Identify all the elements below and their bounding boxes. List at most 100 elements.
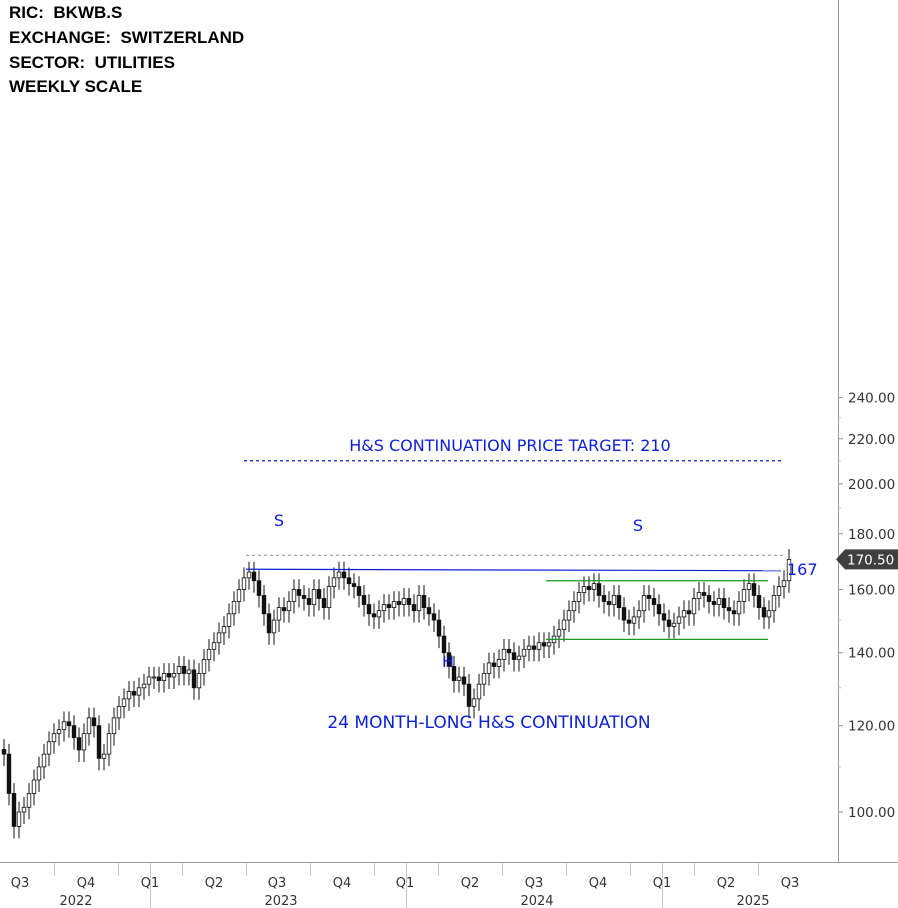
- y-tick-label: 240.00: [848, 391, 895, 407]
- candle: [266, 603, 272, 645]
- candle: [96, 715, 102, 771]
- candle: [541, 632, 547, 658]
- candle-body-up: [636, 610, 642, 618]
- candle: [81, 723, 87, 762]
- candle: [691, 588, 697, 626]
- candle: [346, 567, 352, 596]
- candle-body-down: [756, 595, 762, 609]
- candle: [356, 576, 362, 608]
- candle: [411, 594, 417, 623]
- y-tick-label: 100.00: [848, 805, 895, 821]
- y-tick-label: 120.00: [848, 719, 895, 735]
- candle-body-down: [296, 589, 302, 596]
- candle-body-down: [76, 737, 82, 751]
- candle-body-up: [81, 733, 87, 751]
- candle: [241, 567, 247, 602]
- candle-body-up: [471, 698, 477, 707]
- candle: [191, 659, 197, 700]
- candle: [171, 663, 177, 689]
- candle-body-up: [476, 683, 482, 700]
- candle-body-up: [631, 616, 637, 624]
- candle: [606, 591, 612, 617]
- candle-body-up: [581, 586, 587, 593]
- candle: [516, 645, 522, 672]
- candle: [151, 666, 157, 689]
- candle-body-up: [26, 793, 32, 808]
- y-tick-label: 180.00: [848, 527, 895, 543]
- candle: [36, 756, 42, 792]
- candle: [496, 649, 502, 679]
- candle: [206, 639, 212, 672]
- candle: [256, 570, 262, 608]
- candle-body-up: [106, 733, 112, 755]
- quarter-label: Q1: [396, 876, 415, 891]
- candle-body-up: [641, 595, 647, 612]
- candle-body-down: [491, 662, 497, 667]
- candle: [186, 659, 192, 686]
- candle: [426, 597, 432, 626]
- candle: [86, 707, 92, 746]
- candle-body-up: [126, 691, 132, 700]
- candle: [646, 585, 652, 611]
- candle-body-down: [396, 601, 402, 605]
- candle: [421, 585, 427, 620]
- candle-body-up: [231, 601, 237, 615]
- pattern-description: 24 MONTH-LONG H&S CONTINUATION: [327, 713, 650, 733]
- candle-body-down: [96, 725, 102, 759]
- candle-body-up: [186, 669, 192, 674]
- candle: [741, 579, 747, 614]
- right-shoulder-label: S: [633, 516, 643, 535]
- y-tick-label: 160.00: [848, 583, 895, 599]
- candle-body-up: [576, 592, 582, 602]
- candle-body-up: [676, 616, 682, 624]
- candle: [771, 585, 777, 623]
- candle: [101, 743, 107, 771]
- candle-body-up: [611, 595, 617, 605]
- candle: [471, 688, 477, 719]
- candle: [46, 731, 52, 767]
- year-label: 2024: [520, 894, 553, 908]
- quarter-label: Q4: [77, 876, 96, 891]
- candle: [306, 588, 312, 617]
- candle: [726, 597, 732, 623]
- neckline-label: 167: [787, 560, 818, 579]
- candle: [641, 585, 647, 623]
- candle: [316, 579, 322, 611]
- candle-body-up: [121, 698, 127, 707]
- candle-body-down: [506, 648, 512, 654]
- candle: [696, 582, 702, 611]
- candle-body-up: [456, 676, 462, 681]
- candle-body-down: [346, 577, 352, 585]
- candle-body-down: [251, 571, 257, 582]
- candle: [251, 561, 257, 593]
- candle-body-down: [621, 607, 627, 621]
- candle-body-up: [516, 655, 522, 660]
- candle: [321, 588, 327, 620]
- candle: [631, 606, 637, 636]
- candle-body-up: [36, 766, 42, 781]
- candle-body-up: [691, 598, 697, 615]
- candle: [351, 573, 357, 599]
- candle: [26, 783, 32, 820]
- candle: [526, 635, 532, 662]
- candlestick-series: [1, 549, 792, 839]
- candle-body-up: [736, 601, 742, 615]
- candle: [331, 567, 337, 599]
- candle: [76, 727, 82, 762]
- y-tick-label: 140.00: [848, 646, 895, 662]
- candle-body-up: [771, 595, 777, 612]
- candle-body-up: [271, 619, 277, 634]
- quarter-label: Q2: [717, 876, 736, 891]
- quarter-label: Q3: [525, 876, 544, 891]
- candle-body-up: [146, 676, 152, 685]
- candle-body-up: [376, 610, 382, 618]
- candle-body-down: [261, 595, 267, 615]
- candle-body-down: [1, 749, 7, 755]
- candle-body-down: [616, 595, 622, 609]
- candle-body-down: [281, 607, 287, 612]
- candle-body-up: [31, 779, 37, 794]
- candle-body-down: [751, 583, 757, 596]
- candle-body-down: [596, 583, 602, 596]
- candle: [656, 594, 662, 626]
